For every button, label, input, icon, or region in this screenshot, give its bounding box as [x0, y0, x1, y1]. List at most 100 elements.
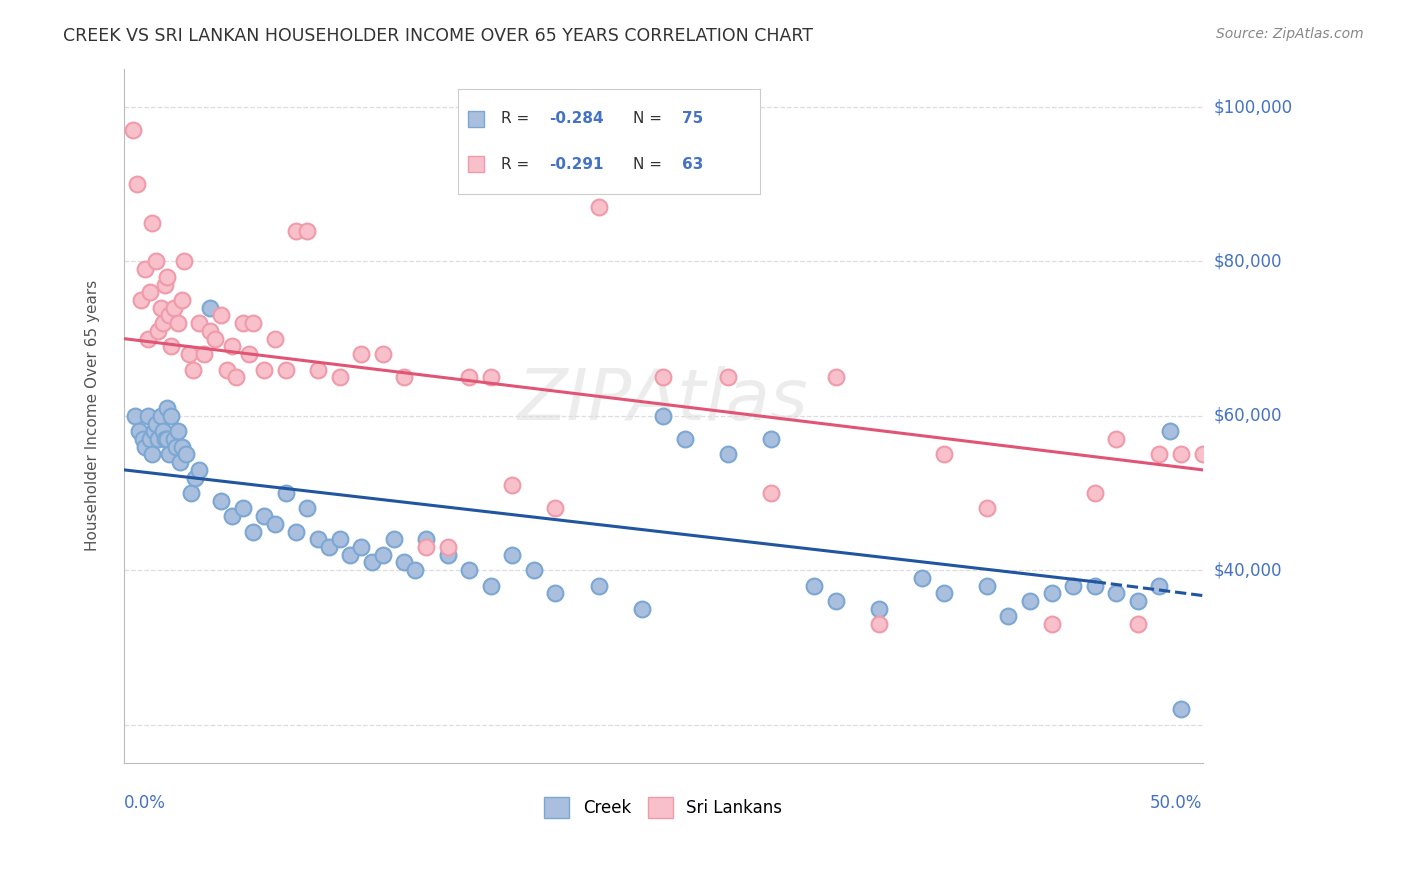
- Y-axis label: Householder Income Over 65 years: Householder Income Over 65 years: [86, 280, 100, 551]
- Point: [394, 556, 416, 570]
- Point: [134, 262, 156, 277]
- Point: [371, 347, 394, 361]
- Point: [125, 178, 148, 192]
- Point: [415, 540, 437, 554]
- Point: [242, 316, 264, 330]
- Point: [253, 509, 276, 524]
- Point: [285, 524, 308, 539]
- Point: [652, 409, 675, 423]
- Point: [932, 586, 955, 600]
- Point: [544, 586, 567, 600]
- Point: [868, 601, 890, 615]
- Point: [173, 254, 195, 268]
- Point: [588, 579, 610, 593]
- Point: [824, 370, 846, 384]
- Point: [1191, 447, 1213, 461]
- Legend: Creek, Sri Lankans: Creek, Sri Lankans: [537, 790, 789, 824]
- Point: [1062, 579, 1084, 593]
- Point: [253, 362, 276, 376]
- Point: [307, 533, 329, 547]
- Point: [717, 447, 740, 461]
- Point: [217, 362, 239, 376]
- Point: [172, 293, 194, 307]
- Point: [318, 540, 340, 554]
- Point: [274, 486, 297, 500]
- Point: [350, 540, 373, 554]
- Point: [911, 571, 934, 585]
- Point: [134, 440, 156, 454]
- Point: [141, 447, 163, 461]
- Point: [803, 579, 825, 593]
- Point: [160, 339, 183, 353]
- Point: [868, 617, 890, 632]
- Point: [415, 533, 437, 547]
- Point: [523, 563, 546, 577]
- Point: [297, 501, 319, 516]
- Point: [264, 332, 287, 346]
- Point: [148, 324, 170, 338]
- Point: [997, 609, 1019, 624]
- Point: [1126, 617, 1149, 632]
- Point: [458, 370, 481, 384]
- Point: [184, 470, 207, 484]
- Point: [232, 316, 254, 330]
- Point: [136, 332, 159, 346]
- Point: [339, 548, 361, 562]
- Point: [1149, 579, 1171, 593]
- Point: [193, 347, 215, 361]
- Point: [152, 424, 174, 438]
- Point: [501, 548, 523, 562]
- Point: [1084, 579, 1107, 593]
- Point: [361, 556, 384, 570]
- Point: [166, 424, 188, 438]
- Point: [501, 478, 523, 492]
- Point: [128, 424, 150, 438]
- Point: [156, 432, 179, 446]
- Point: [274, 362, 297, 376]
- Point: [209, 493, 232, 508]
- Point: [139, 432, 162, 446]
- Point: [180, 486, 202, 500]
- Point: [479, 579, 502, 593]
- Point: [824, 594, 846, 608]
- Point: [673, 432, 696, 446]
- Point: [141, 216, 163, 230]
- Point: [166, 316, 188, 330]
- Point: [169, 455, 191, 469]
- Point: [382, 533, 405, 547]
- Text: ZIPAtlas: ZIPAtlas: [517, 366, 808, 435]
- Point: [136, 409, 159, 423]
- Point: [156, 401, 179, 416]
- Point: [149, 301, 172, 315]
- Point: [976, 501, 998, 516]
- Point: [209, 309, 232, 323]
- Point: [976, 579, 998, 593]
- Point: [630, 601, 652, 615]
- Point: [153, 277, 176, 292]
- Point: [350, 347, 373, 361]
- Point: [148, 432, 170, 446]
- Point: [1170, 702, 1192, 716]
- Point: [188, 316, 211, 330]
- Point: [232, 501, 254, 516]
- Point: [200, 324, 222, 338]
- Point: [759, 486, 782, 500]
- Text: Source: ZipAtlas.com: Source: ZipAtlas.com: [1216, 27, 1364, 41]
- Point: [177, 347, 200, 361]
- Point: [160, 409, 183, 423]
- Point: [404, 563, 426, 577]
- Text: 50.0%: 50.0%: [1150, 795, 1202, 813]
- Text: CREEK VS SRI LANKAN HOUSEHOLDER INCOME OVER 65 YEARS CORRELATION CHART: CREEK VS SRI LANKAN HOUSEHOLDER INCOME O…: [63, 27, 813, 45]
- Point: [759, 432, 782, 446]
- Point: [1084, 486, 1107, 500]
- Point: [1170, 447, 1192, 461]
- Point: [479, 370, 502, 384]
- Text: $60,000: $60,000: [1213, 407, 1282, 425]
- Point: [1040, 617, 1063, 632]
- Point: [544, 501, 567, 516]
- Point: [1105, 586, 1128, 600]
- Point: [156, 269, 179, 284]
- Point: [152, 316, 174, 330]
- Point: [1159, 424, 1181, 438]
- Point: [181, 362, 204, 376]
